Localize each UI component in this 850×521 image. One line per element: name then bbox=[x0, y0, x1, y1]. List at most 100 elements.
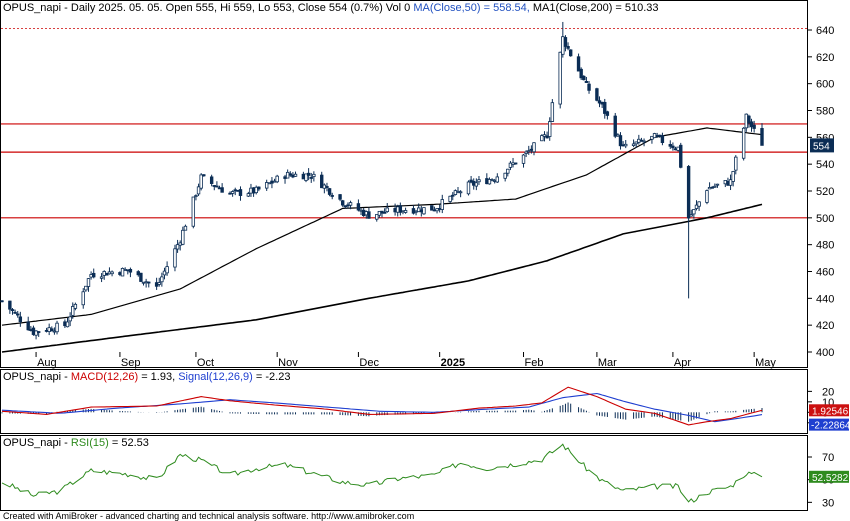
candle-body bbox=[741, 127, 746, 159]
month-label: Apr bbox=[674, 357, 691, 369]
candle-body bbox=[202, 174, 206, 177]
candle-body bbox=[380, 210, 384, 214]
candle-body bbox=[81, 291, 85, 306]
candle-body bbox=[540, 135, 544, 142]
candle-body bbox=[668, 144, 672, 147]
candle-body bbox=[47, 327, 51, 332]
candle-body bbox=[13, 311, 17, 314]
candle-body bbox=[587, 83, 591, 91]
candle-body bbox=[595, 88, 599, 101]
candle-body bbox=[503, 172, 507, 179]
candle-body bbox=[327, 188, 332, 195]
candle-body bbox=[183, 225, 188, 231]
price-header: OPUS_napi - Daily 2025. 05. 05. Open 555… bbox=[3, 2, 659, 14]
month-label: Dec bbox=[359, 357, 379, 369]
month-label: Sep bbox=[121, 357, 141, 369]
candle-body bbox=[257, 186, 261, 190]
price-tick-label: 580 bbox=[816, 106, 834, 118]
candle-body bbox=[346, 204, 350, 207]
candle-body bbox=[639, 139, 644, 142]
candle-body bbox=[403, 210, 408, 213]
candle-body bbox=[513, 162, 518, 165]
candle-body bbox=[92, 272, 96, 278]
candle-body bbox=[173, 248, 177, 268]
candle-body bbox=[375, 214, 379, 220]
candle-body bbox=[568, 49, 573, 57]
candle-body bbox=[217, 187, 222, 190]
price-tick-label: 420 bbox=[816, 320, 834, 332]
candle-body bbox=[710, 186, 714, 189]
rsi-header: OPUS_napi - RSI(15) = 52.53 bbox=[3, 437, 149, 449]
signal-line bbox=[1, 392, 763, 423]
candle-body bbox=[63, 321, 67, 327]
candle-body bbox=[160, 276, 164, 283]
candle-body bbox=[422, 207, 426, 215]
last-price-label: 554 bbox=[813, 141, 830, 152]
candle-body bbox=[660, 135, 665, 144]
candle-body bbox=[414, 210, 418, 213]
candle-body bbox=[348, 202, 353, 206]
candle-body bbox=[264, 182, 269, 189]
candle-body bbox=[689, 214, 693, 217]
candle-body bbox=[582, 75, 586, 81]
candle-body bbox=[432, 209, 437, 212]
month-label: Oct bbox=[197, 357, 214, 369]
candle-body bbox=[472, 180, 476, 186]
candle-body bbox=[44, 330, 49, 332]
candle-body bbox=[621, 144, 625, 147]
candle-body bbox=[524, 151, 528, 154]
candle-body bbox=[141, 281, 146, 284]
candle-body bbox=[726, 181, 730, 186]
macd-sep: - bbox=[64, 371, 68, 383]
candle-body bbox=[576, 56, 581, 72]
candle-body bbox=[603, 101, 607, 114]
price-panel-frame bbox=[0, 0, 808, 368]
candle-body bbox=[713, 185, 717, 188]
price-tick-label: 520 bbox=[816, 186, 834, 198]
candle-body bbox=[676, 146, 680, 151]
candle-body bbox=[102, 271, 106, 276]
candle-body bbox=[285, 171, 290, 179]
candle-body bbox=[29, 329, 33, 331]
candle-body bbox=[731, 171, 735, 182]
candle-body bbox=[631, 143, 636, 146]
candle-body bbox=[215, 185, 219, 188]
macd-panel-frame bbox=[0, 369, 808, 434]
candle-body bbox=[110, 271, 114, 275]
candle-body bbox=[89, 274, 93, 278]
price-tick-label: 500 bbox=[816, 213, 834, 225]
candle-body bbox=[178, 242, 182, 246]
candle-body bbox=[230, 191, 235, 194]
candle-body bbox=[393, 208, 397, 213]
candle-body bbox=[605, 111, 610, 116]
candle-body bbox=[233, 189, 237, 192]
candle-body bbox=[267, 182, 272, 185]
candle-body bbox=[508, 162, 513, 168]
candle-body bbox=[238, 189, 243, 196]
candle-body bbox=[356, 203, 361, 211]
macd-label: MACD(12,26) bbox=[71, 371, 138, 383]
candle-body bbox=[199, 174, 203, 189]
candle-body bbox=[440, 199, 444, 210]
month-label: Nov bbox=[278, 357, 298, 369]
candle-body bbox=[650, 135, 654, 140]
candle-body bbox=[453, 190, 458, 195]
candle-body bbox=[0, 300, 4, 303]
macd-value-badge-label: 1.92546 bbox=[812, 406, 849, 417]
candle-body bbox=[760, 128, 764, 146]
candle-body bbox=[154, 282, 159, 287]
ticker: OPUS_napi bbox=[3, 2, 61, 14]
ma200-line bbox=[1, 203, 763, 353]
candle-body bbox=[99, 276, 104, 279]
candle-body bbox=[584, 80, 589, 83]
candle-body bbox=[600, 101, 604, 105]
rsi-value-badge-label: 52.5282 bbox=[812, 473, 849, 484]
candle-body bbox=[147, 281, 151, 284]
candle-body bbox=[340, 200, 345, 206]
candle-body bbox=[490, 179, 494, 181]
candle-body bbox=[291, 174, 295, 178]
candle-body bbox=[655, 135, 659, 137]
candle-body bbox=[416, 207, 421, 213]
ma200-label: MA1(Close,200) = 510.33 bbox=[533, 2, 659, 14]
candle-body bbox=[597, 100, 602, 104]
